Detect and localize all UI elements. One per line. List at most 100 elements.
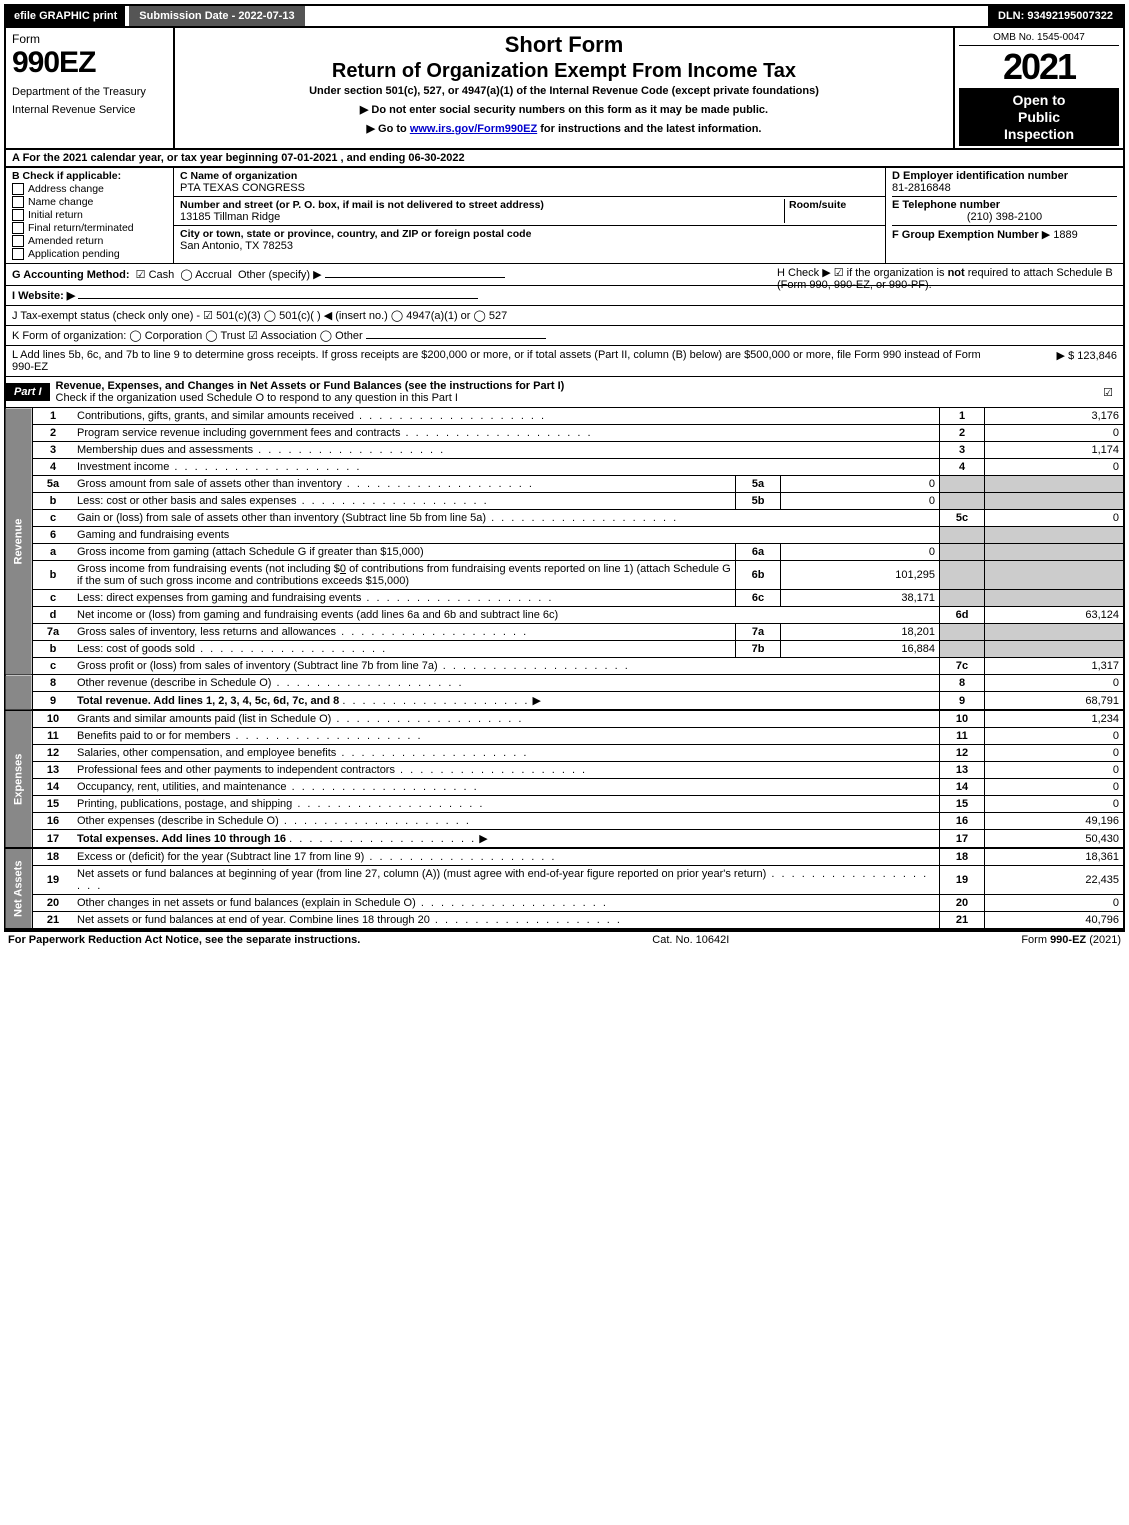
rv: 0 [985,796,1125,813]
rv: 0 [985,895,1125,912]
rn-grey [940,527,985,544]
row-h: H Check ▶ ☑ if the organization is not r… [777,266,1117,291]
goto-pre: ▶ Go to [367,123,410,135]
rv: 0 [985,459,1125,476]
part1-checkbox[interactable]: ☑ [1093,386,1123,399]
chk-name-change[interactable]: Name change [12,196,167,208]
line-6c: cLess: direct expenses from gaming and f… [5,590,1124,607]
chk-final-return[interactable]: Final return/terminated [12,222,167,234]
street-label: Number and street (or P. O. box, if mail… [180,199,784,211]
rn: 1 [940,408,985,425]
ln: 1 [33,408,74,425]
ln: 19 [33,866,74,895]
dln-label: DLN: 93492195007322 [988,6,1123,26]
sv: 16,884 [781,641,940,658]
ld: Total revenue. Add lines 1, 2, 3, 4, 5c,… [77,695,339,707]
sn: 6a [736,544,781,561]
ld: Total expenses. Add lines 10 through 16 [77,833,286,845]
chk-label: Name change [28,196,93,208]
ld: Salaries, other compensation, and employ… [77,747,528,759]
org-name-cell: C Name of organization PTA TEXAS CONGRES… [174,168,885,197]
section-a-taxyear: A For the 2021 calendar year, or tax yea… [4,150,1125,168]
part1-title: Revenue, Expenses, and Changes in Net As… [50,377,1093,407]
ln: 15 [33,796,74,813]
org-name: PTA TEXAS CONGRESS [180,182,879,194]
ld: Net assets or fund balances at end of ye… [77,914,622,926]
arrow-icon: ▶ [479,833,487,845]
line-5b: bLess: cost or other basis and sales exp… [5,493,1124,510]
row-k: K Form of organization: ◯ Corporation ◯ … [4,326,1125,346]
boxes-def: D Employer identification number 81-2816… [886,168,1123,263]
rv: 1,234 [985,710,1125,728]
footer-left: For Paperwork Reduction Act Notice, see … [8,934,360,946]
rv: 0 [985,779,1125,796]
chk-app-pending[interactable]: Application pending [12,248,167,260]
ln: 9 [33,692,74,711]
rv: 0 [985,510,1125,527]
ln: 8 [33,675,74,692]
ld: Gross profit or (loss) from sales of inv… [77,660,630,672]
ln: 16 [33,813,74,830]
form-word: Form [12,32,167,46]
dept-irs: Internal Revenue Service [12,104,167,116]
ln: 12 [33,745,74,762]
k-text: K Form of organization: ◯ Corporation ◯ … [12,330,363,342]
rn-grey [940,493,985,510]
line-19: 19Net assets or fund balances at beginni… [5,866,1124,895]
rv: 0 [985,425,1125,442]
rn: 12 [940,745,985,762]
box-c: C Name of organization PTA TEXAS CONGRES… [174,168,886,263]
website-input[interactable] [78,298,478,299]
g-other-input[interactable] [325,277,505,278]
ld: Other changes in net assets or fund bala… [77,897,608,909]
rn: 8 [940,675,985,692]
rn: 4 [940,459,985,476]
rv: 63,124 [985,607,1125,624]
k-other-input[interactable] [366,338,546,339]
box-e-label: E Telephone number [892,199,1117,211]
ln: c [33,590,74,607]
netassets-side-label: Net Assets [5,848,33,929]
open-line2: Public [961,109,1117,126]
rv-grey [985,476,1125,493]
sv: 0 [781,493,940,510]
rv-grey [985,527,1125,544]
ld: Less: cost or other basis and sales expe… [77,495,489,507]
ln: 14 [33,779,74,796]
ld: Gross sales of inventory, less returns a… [77,626,528,638]
line-10: Expenses10Grants and similar amounts pai… [5,710,1124,728]
line-6d: dNet income or (loss) from gaming and fu… [5,607,1124,624]
box-d-label: D Employer identification number [892,170,1117,182]
rv: 0 [985,728,1125,745]
irs-link[interactable]: www.irs.gov/Form990EZ [410,123,537,135]
city-cell: City or town, state or province, country… [174,226,885,254]
sv: 0 [781,476,940,493]
rv: 49,196 [985,813,1125,830]
line-20: 20 Other changes in net assets or fund ba… [5,895,1124,912]
ld: Professional fees and other payments to … [77,764,587,776]
chk-address-change[interactable]: Address change [12,183,167,195]
efile-print-label[interactable]: efile GRAPHIC print [6,6,125,26]
l-text: L Add lines 5b, 6c, and 7b to line 9 to … [12,349,997,373]
box-b-title: B Check if applicable: [12,170,167,182]
form-header: Form 990EZ Department of the Treasury In… [4,28,1125,150]
sn: 6c [736,590,781,607]
ln: 2 [33,425,74,442]
ld: Gain or (loss) from sale of assets other… [77,512,678,524]
line-15: 15Printing, publications, postage, and s… [5,796,1124,813]
row-g: G Accounting Method: ☑ Cash ◯ Accrual Ot… [12,268,505,281]
ld: Gross income from gaming (attach Schedul… [73,544,736,561]
line-21: 21Net assets or fund balances at end of … [5,912,1124,930]
chk-initial-return[interactable]: Initial return [12,209,167,221]
revenue-side-label: Revenue [5,408,33,675]
sv: 38,171 [781,590,940,607]
open-line1: Open to [961,92,1117,109]
chk-amended-return[interactable]: Amended return [12,235,167,247]
rn: 20 [940,895,985,912]
goto-link-line: ▶ Go to www.irs.gov/Form990EZ for instru… [181,122,947,135]
rn: 13 [940,762,985,779]
footer-right: Form 990-EZ (2021) [1021,934,1121,946]
return-title: Return of Organization Exempt From Incom… [181,60,947,83]
rv: 0 [985,745,1125,762]
submission-date: Submission Date - 2022-07-13 [129,6,304,26]
